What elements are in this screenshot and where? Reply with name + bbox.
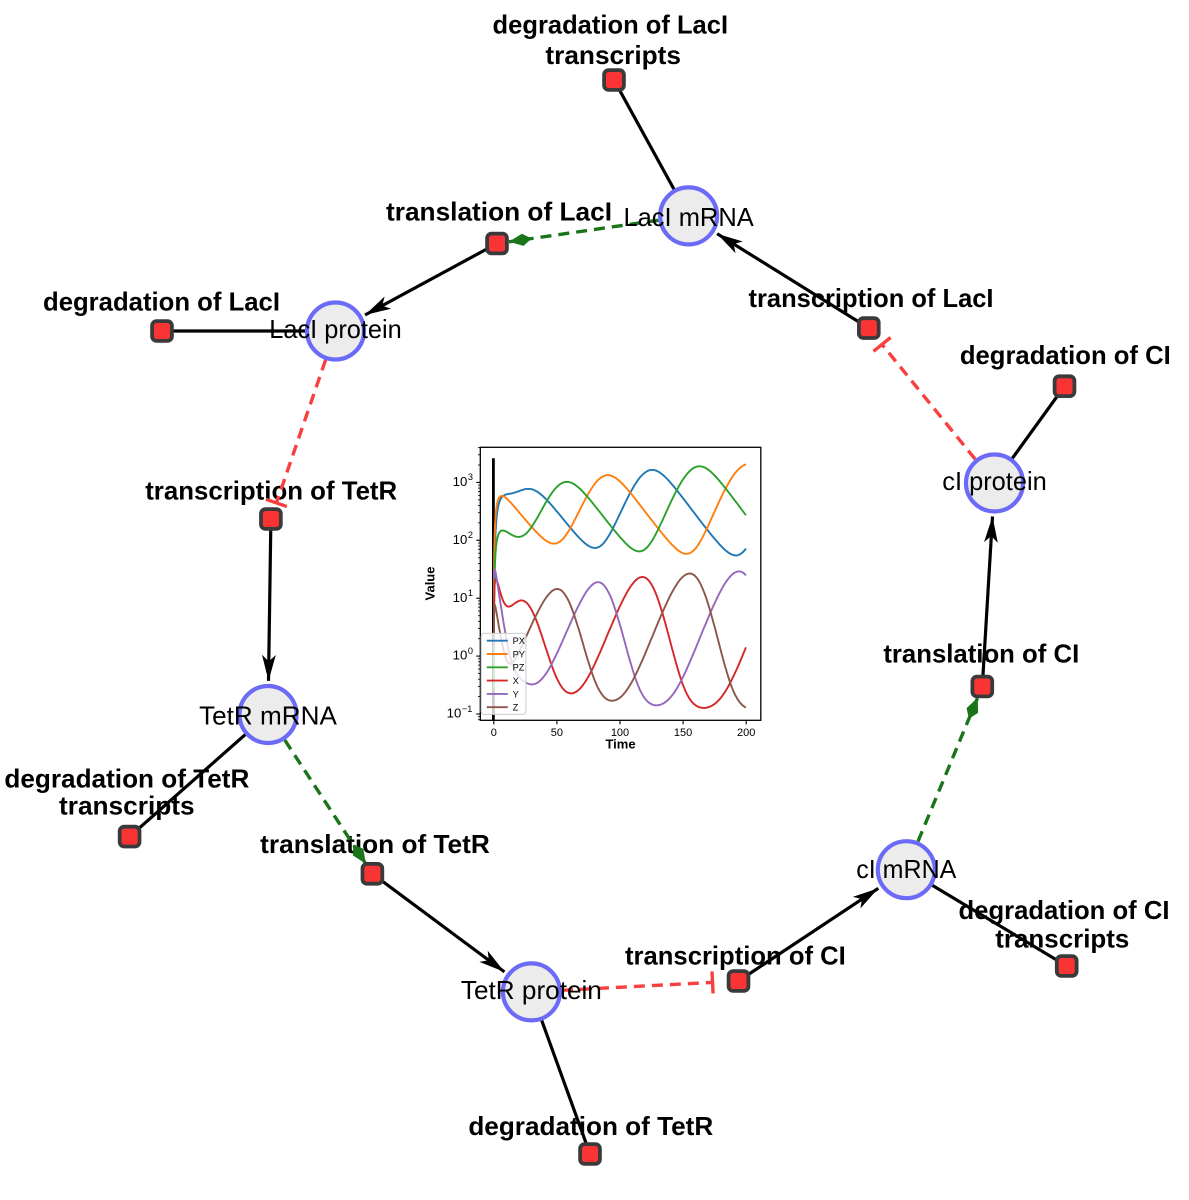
svg-text:Y: Y [513, 689, 519, 699]
svg-text:−1: −1 [462, 704, 472, 714]
svg-text:translation of TetR: translation of TetR [260, 831, 490, 859]
svg-text:LacI protein: LacI protein [269, 316, 402, 344]
svg-text:translation of CI: translation of CI [883, 641, 1079, 669]
svg-text:PX: PX [513, 636, 525, 646]
svg-text:PZ: PZ [513, 663, 525, 673]
svg-text:PY: PY [513, 649, 525, 659]
svg-text:2: 2 [468, 530, 473, 540]
svg-text:transcripts: transcripts [995, 926, 1129, 954]
svg-text:translation of LacI: translation of LacI [386, 199, 612, 227]
svg-text:150: 150 [674, 727, 692, 739]
svg-text:TetR protein: TetR protein [461, 977, 602, 1005]
svg-text:degradation of LacI: degradation of LacI [493, 12, 729, 40]
svg-text:10: 10 [453, 648, 468, 663]
svg-text:degradation of CI: degradation of CI [960, 342, 1171, 370]
svg-text:Value: Value [423, 567, 438, 601]
svg-text:200: 200 [737, 727, 755, 739]
svg-text:X: X [513, 676, 519, 686]
svg-text:degradation of LacI: degradation of LacI [43, 288, 280, 316]
svg-text:10: 10 [453, 474, 468, 489]
svg-text:10: 10 [447, 706, 462, 721]
svg-text:10: 10 [453, 590, 468, 605]
svg-text:0: 0 [468, 646, 473, 656]
svg-text:degradation of TetR: degradation of TetR [4, 766, 249, 794]
svg-text:0: 0 [491, 727, 497, 739]
svg-text:cI protein: cI protein [942, 468, 1047, 496]
svg-text:transcription of CI: transcription of CI [625, 942, 846, 970]
svg-text:Time: Time [605, 737, 635, 752]
svg-text:10: 10 [453, 532, 468, 547]
svg-text:100: 100 [611, 727, 629, 739]
svg-text:cI mRNA: cI mRNA [856, 856, 957, 884]
svg-text:degradation of TetR: degradation of TetR [468, 1113, 713, 1141]
svg-text:3: 3 [468, 472, 473, 482]
svg-text:transcripts: transcripts [545, 42, 681, 70]
svg-text:LacI mRNA: LacI mRNA [623, 204, 754, 232]
svg-text:TetR mRNA: TetR mRNA [199, 703, 338, 731]
svg-text:1: 1 [468, 588, 473, 598]
svg-text:50: 50 [551, 727, 563, 739]
svg-text:transcription of LacI: transcription of LacI [749, 285, 994, 313]
svg-text:Z: Z [513, 703, 519, 713]
